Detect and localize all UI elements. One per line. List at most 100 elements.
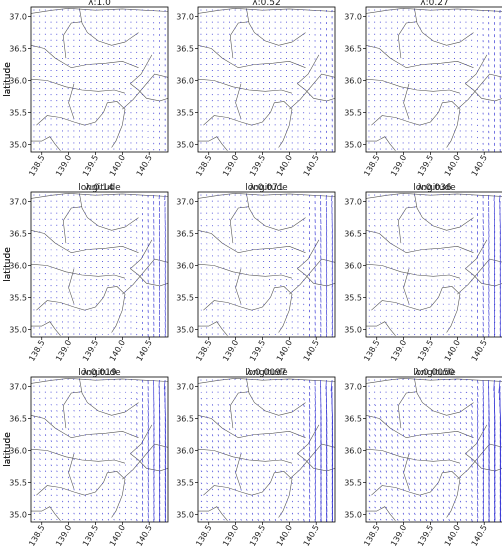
quiver-arrow [223,124,224,125]
quiver-arrow [292,297,293,298]
quiver-arrow [85,46,86,47]
quiver-arrow [79,201,80,202]
quiver-arrow [108,34,109,35]
x-tick-label: 140.0 [275,154,294,178]
quiver-arrow [375,471,376,473]
quiver-arrow [201,58,202,59]
quiver-arrow [142,143,143,144]
quiver-arrow [218,106,219,107]
quiver-arrow [369,195,370,196]
quiver-arrow [448,131,449,132]
quiver-arrow [454,267,455,268]
quiver-arrow [224,513,225,514]
quiver-arrow [258,52,259,53]
coastline [31,45,139,67]
map-area [366,193,502,342]
quiver-arrow [258,100,259,101]
quiver-arrow [142,495,143,499]
quiver-arrow [369,124,370,125]
quiver-arrow [286,219,287,220]
quiver-arrow [148,471,149,477]
quiver-arrow [201,219,202,220]
quiver-arrow [201,477,202,478]
quiver-arrow [73,16,74,17]
quiver-arrow [375,422,376,424]
quiver-arrow [206,88,207,89]
quiver-arrow [142,10,143,11]
quiver-arrow [391,149,392,150]
quiver-arrow [298,513,299,514]
quiver-arrow [414,201,415,202]
quiver-arrow [224,501,225,502]
quiver-arrow [386,459,387,461]
quiver-arrow [369,249,370,250]
quiver-arrow [258,477,259,479]
quiver-arrow [68,28,69,29]
quiver-arrow [85,112,86,113]
quiver-arrow [235,225,236,226]
quiver-arrow [136,10,137,11]
quiver-arrow [246,52,247,53]
quiver-arrow [108,261,109,262]
quiver-arrow [375,249,376,250]
quiver-arrow [472,201,473,202]
quiver-arrow [212,131,213,132]
quiver-arrow [263,70,264,71]
coastline [414,378,473,415]
quiver-arrow [380,380,381,381]
quiver-arrow [51,52,52,53]
quiver-arrow [131,416,132,417]
quiver-arrow [39,201,40,202]
quiver-arrow [275,149,276,150]
quiver-arrow [275,46,276,47]
quiver-arrow [85,100,86,101]
quiver-arrow [448,143,449,144]
quiver-arrow [218,447,219,449]
quiver-arrow [263,34,264,35]
quiver-arrow [201,82,202,83]
quiver-arrow [91,243,92,244]
quiver-arrow [131,398,132,399]
quiver-arrow [201,124,202,125]
quiver-arrow [224,410,225,412]
quiver-arrow [252,201,253,202]
quiver-arrow [114,513,115,514]
quiver-arrow [85,118,86,119]
quiver-arrow [201,495,202,496]
quiver-arrow [39,380,40,381]
quiver-arrow [80,501,81,502]
quiver-arrow [247,447,248,449]
quiver-arrow [73,243,74,244]
quiver-arrow [114,483,115,484]
quiver-arrow [91,519,92,520]
quiver-arrow [280,261,281,262]
quiver-arrow [68,459,69,460]
quiver-arrow [207,447,208,449]
quiver-arrow [466,291,467,292]
quiver-arrow [375,322,376,323]
quiver-arrow [34,434,35,435]
quiver-arrow [298,273,299,274]
quiver-arrow [136,195,137,196]
quiver-arrow [62,428,63,429]
quiver-arrow [212,88,213,89]
quiver-arrow [287,404,288,405]
quiver-arrow [397,88,398,89]
quiver-arrow [258,386,259,387]
quiver-arrow [91,143,92,144]
quiver-arrow [235,465,236,467]
quiver-arrow [386,416,387,418]
quiver-arrow [286,237,287,238]
quiver-arrow [414,94,415,95]
quiver-arrow [51,131,52,132]
quiver-arrow [454,94,455,95]
quiver-arrow [380,477,381,479]
quiver-arrow [96,231,97,232]
quiver-arrow [386,10,387,11]
quiver-arrow [298,46,299,47]
quiver-arrow [292,471,293,472]
quiver-arrow [471,16,472,17]
quiver-arrow [258,410,259,411]
quiver-arrow [426,100,427,101]
quiver-arrow [97,465,98,466]
